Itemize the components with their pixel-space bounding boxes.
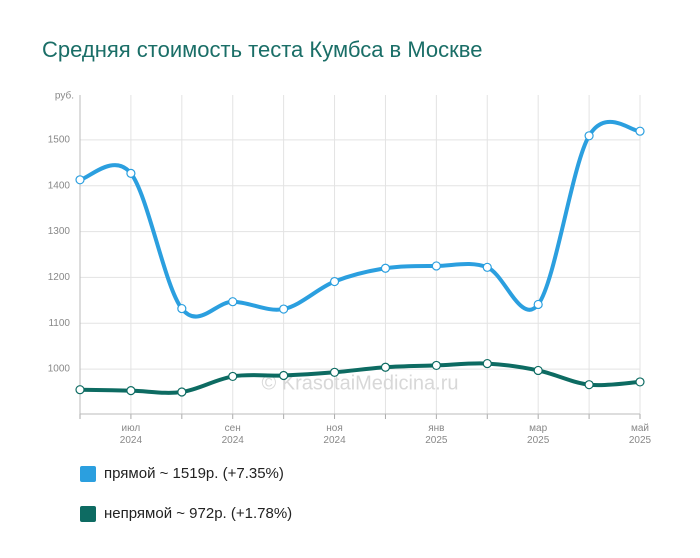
data-point <box>533 299 543 310</box>
data-point <box>177 303 187 314</box>
data-point <box>380 362 391 372</box>
data-point <box>177 387 187 397</box>
y-tick-label: 1400 <box>48 180 71 191</box>
data-point <box>75 385 85 395</box>
watermark: © KrasotaiMedicina.ru <box>261 372 458 394</box>
x-tick-label: мар 2025 <box>527 423 550 446</box>
data-point <box>75 175 85 185</box>
x-tick-label: янв 2025 <box>425 423 448 446</box>
data-point <box>431 261 441 271</box>
legend-swatch <box>80 506 96 522</box>
series-line <box>79 119 641 319</box>
data-point <box>279 304 289 314</box>
x-tick-label: май 2025 <box>629 423 652 446</box>
x-tick-label: сен 2024 <box>222 423 245 446</box>
data-point <box>431 360 441 371</box>
data-point <box>533 365 543 376</box>
data-point <box>329 367 340 377</box>
y-tick-label: 1000 <box>48 364 71 375</box>
y-tick-label: 1100 <box>48 318 70 329</box>
data-point <box>584 380 594 390</box>
y-unit: руб. <box>55 90 74 102</box>
data-point <box>482 262 492 272</box>
data-point <box>126 386 136 396</box>
x-tick-label: июл 2024 <box>120 423 143 446</box>
data-point <box>329 276 340 287</box>
y-tick-label: 1500 <box>48 135 71 146</box>
data-point <box>482 358 492 369</box>
legend-label: прямой ~ 1519р. (+7.35%) <box>104 465 284 482</box>
legend-label: непрямой ~ 972р. (+1.78%) <box>104 505 292 522</box>
data-point <box>635 126 645 136</box>
data-point <box>380 263 391 273</box>
data-point <box>228 297 238 307</box>
data-point <box>126 168 136 178</box>
data-point <box>279 370 289 381</box>
data-point <box>228 371 238 382</box>
data-point <box>584 131 594 141</box>
x-tick-label: ноя 2024 <box>323 423 346 446</box>
data-point <box>635 377 645 387</box>
chart-title: Средняя стоимость теста Кумбса в Москве <box>42 37 482 62</box>
y-tick-label: 1300 <box>48 226 71 237</box>
legend-swatch <box>80 466 96 482</box>
y-tick-label: 1200 <box>48 272 71 283</box>
